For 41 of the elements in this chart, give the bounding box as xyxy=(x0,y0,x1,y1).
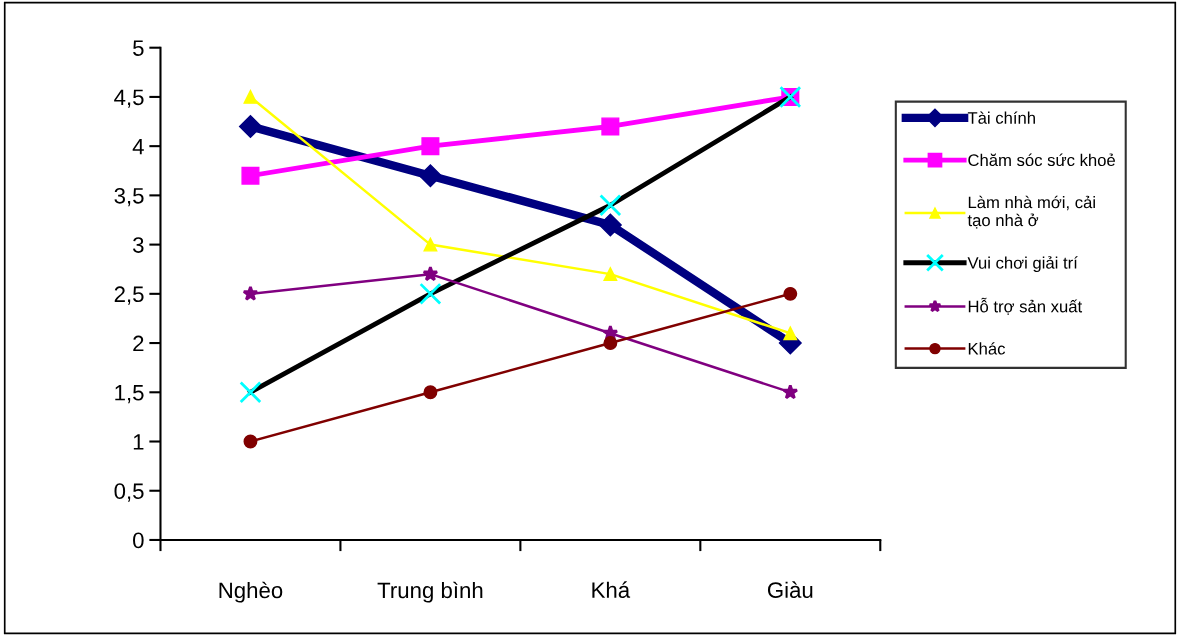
point xyxy=(603,336,618,351)
point xyxy=(423,385,438,400)
y-tick-label: 4 xyxy=(132,138,144,155)
x-tick-label: Khá xyxy=(592,581,631,598)
y-tick-label: 0,5 xyxy=(114,483,144,502)
y-tick-label: 4,5 xyxy=(114,89,144,108)
y-tick-label: 5 xyxy=(133,40,144,56)
point xyxy=(418,164,442,188)
point xyxy=(599,194,622,217)
point xyxy=(421,137,440,156)
x-tick-label: Trung bình xyxy=(377,581,483,603)
legend-label: Làm nhà mới, cải tạo nhà ở xyxy=(967,195,1095,229)
point xyxy=(603,267,618,282)
y-tick-label: 3 xyxy=(133,237,144,253)
point xyxy=(243,434,258,449)
point xyxy=(241,166,260,185)
x-tick-label: Nghèo xyxy=(219,581,283,603)
y-tick-label: 1 xyxy=(133,434,144,450)
point xyxy=(783,326,798,341)
point xyxy=(601,117,620,136)
point xyxy=(419,282,442,305)
point xyxy=(239,381,262,404)
point xyxy=(783,286,798,301)
point xyxy=(422,265,439,282)
point xyxy=(243,89,258,104)
y-tick-label: 2,5 xyxy=(114,286,144,305)
point xyxy=(242,285,259,301)
point xyxy=(782,383,799,400)
legend-label: Hỗ trợ sản xuất xyxy=(968,297,1083,315)
x-tick-label: Giàu xyxy=(767,581,813,598)
legend-label: Vui chơi giải trí xyxy=(967,256,1078,273)
legend-label: Khác xyxy=(968,342,1006,355)
legend-label: Tài chính xyxy=(967,111,1035,124)
legend-label: Chăm sóc sức khoẻ xyxy=(968,153,1115,167)
point xyxy=(238,114,262,138)
point xyxy=(423,237,438,252)
y-tick-label: 2 xyxy=(133,335,144,352)
point xyxy=(598,213,622,237)
y-tick-label: 0 xyxy=(133,532,144,549)
y-tick-label: 3,5 xyxy=(114,187,144,207)
y-tick-label: 1,5 xyxy=(115,385,144,404)
